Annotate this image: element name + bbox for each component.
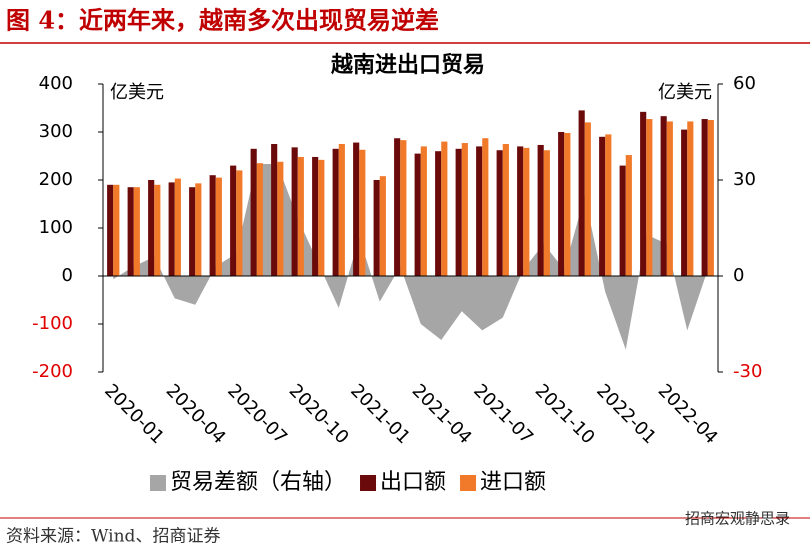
source: 资料来源：Wind、招商证券: [6, 527, 220, 547]
legend-label: 贸易差额（右轴）: [170, 470, 346, 495]
bar: [394, 138, 401, 276]
y-tick-label: 0: [62, 265, 73, 286]
bar: [107, 184, 114, 276]
bar: [558, 132, 565, 276]
bar: [318, 159, 325, 276]
legend-label: 进口额: [480, 470, 546, 495]
chart-title: 越南进出口贸易: [330, 53, 485, 78]
y2-tick-label: 60: [733, 73, 756, 94]
bar: [482, 138, 489, 276]
bar: [420, 146, 427, 276]
y-tick-label: -100: [32, 313, 73, 334]
bar: [543, 150, 550, 276]
bar: [230, 165, 237, 276]
bar: [312, 156, 319, 276]
y2-unit: 亿美元: [658, 82, 712, 103]
bar: [461, 143, 468, 276]
bar: [250, 148, 257, 276]
y-tick-label: 100: [39, 217, 73, 238]
y2-tick-label: -30: [733, 361, 762, 382]
bar: [359, 149, 366, 276]
page-title: 图 4：近两年来，越南多次出现贸易逆差: [6, 6, 439, 35]
bar: [517, 146, 524, 276]
bar: [584, 122, 591, 277]
legend-swatch: [460, 475, 477, 491]
bar: [400, 140, 407, 276]
bar: [537, 144, 544, 276]
bar: [496, 150, 503, 276]
bar: [291, 147, 298, 276]
bar: [414, 153, 421, 276]
bar: [502, 144, 509, 276]
bar: [154, 184, 161, 276]
bar: [168, 182, 175, 276]
bar: [195, 183, 202, 276]
bar: [707, 120, 714, 276]
bar: [701, 119, 708, 276]
bar: [353, 142, 360, 276]
legend-label: 出口额: [380, 470, 446, 495]
y-tick-label: 200: [39, 169, 73, 190]
bar: [174, 178, 181, 276]
bar: [660, 116, 667, 276]
bar: [133, 187, 140, 276]
bar: [455, 148, 462, 276]
y-tick-label: 400: [39, 73, 73, 94]
y-tick-label: 300: [39, 121, 73, 142]
legend-swatch: [360, 475, 377, 491]
bar: [215, 177, 222, 276]
bar: [127, 187, 134, 276]
bar: [379, 176, 386, 276]
bar: [599, 136, 606, 276]
bar: [256, 163, 263, 276]
y-unit: 亿美元: [110, 82, 164, 103]
bar: [189, 187, 196, 276]
bar: [113, 184, 120, 276]
bar: [681, 129, 688, 276]
bar: [666, 121, 673, 276]
watermark: 招商宏观静思录: [685, 510, 790, 528]
bar: [435, 151, 442, 276]
bar: [625, 155, 632, 276]
bar: [578, 110, 585, 277]
bar: [564, 132, 571, 276]
bar: [338, 144, 345, 276]
bar: [148, 180, 155, 276]
bar: [209, 175, 216, 276]
bar: [619, 165, 626, 276]
bar: [332, 148, 339, 276]
bar: [277, 161, 284, 276]
y-tick-label: -200: [32, 361, 73, 382]
bar: [640, 111, 647, 276]
y2-tick-label: 0: [733, 265, 744, 286]
bar: [687, 121, 694, 276]
bar: [441, 141, 448, 276]
bar: [236, 170, 243, 276]
bar: [271, 144, 278, 276]
bar: [476, 146, 483, 276]
bar: [523, 147, 530, 276]
bar: [605, 134, 612, 276]
bar: [646, 119, 653, 276]
bar: [297, 156, 304, 276]
legend-swatch: [150, 475, 166, 491]
bar: [373, 180, 380, 276]
y2-tick-label: 30: [733, 169, 756, 190]
